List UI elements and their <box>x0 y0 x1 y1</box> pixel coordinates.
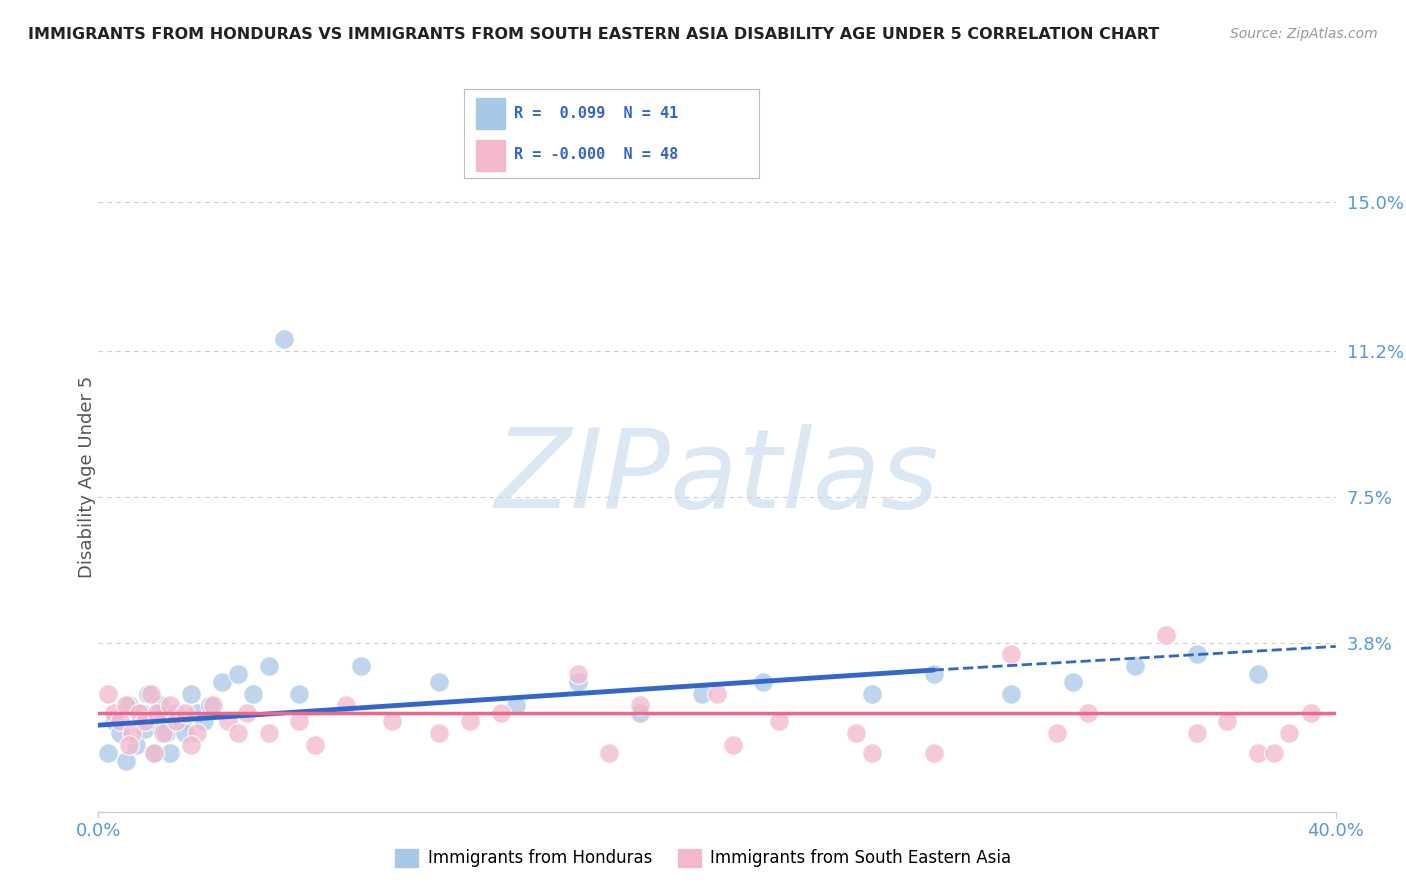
Point <box>489 706 512 721</box>
Point <box>1000 648 1022 662</box>
Point <box>458 714 481 729</box>
Point <box>628 706 651 721</box>
Point <box>165 714 187 729</box>
Point <box>186 706 208 721</box>
Text: R =  0.099  N = 41: R = 0.099 N = 41 <box>515 106 679 120</box>
Point <box>165 706 187 721</box>
Bar <box>475 140 505 171</box>
Point <box>1185 726 1208 740</box>
Point <box>257 659 280 673</box>
Point <box>1077 706 1099 721</box>
Point <box>159 698 181 713</box>
Point <box>124 738 146 752</box>
Point <box>115 754 138 768</box>
Point <box>118 738 141 752</box>
Point <box>706 687 728 701</box>
Point <box>567 674 589 689</box>
Point <box>721 738 744 752</box>
Point <box>1062 674 1084 689</box>
Point <box>149 698 172 713</box>
Point <box>335 698 357 713</box>
Point <box>752 674 775 689</box>
Point <box>257 726 280 740</box>
Point <box>922 667 945 681</box>
Point <box>180 687 202 701</box>
Point <box>628 698 651 713</box>
Point <box>139 687 162 701</box>
Point <box>1046 726 1069 740</box>
Point <box>860 687 883 701</box>
Point <box>97 746 120 760</box>
Point <box>381 714 404 729</box>
Point <box>186 726 208 740</box>
Point <box>103 714 125 729</box>
Text: R = -0.000  N = 48: R = -0.000 N = 48 <box>515 147 679 161</box>
Point <box>131 706 153 721</box>
Point <box>304 738 326 752</box>
Point <box>136 687 159 701</box>
Point <box>845 726 868 740</box>
Point <box>134 714 156 729</box>
Point <box>273 333 295 347</box>
Point <box>567 667 589 681</box>
Point <box>217 714 239 729</box>
Point <box>1299 706 1322 721</box>
Point <box>211 674 233 689</box>
Point <box>174 726 197 740</box>
Point <box>115 698 138 713</box>
Point <box>242 687 264 701</box>
Point <box>174 706 197 721</box>
Point <box>108 726 131 740</box>
Point <box>97 687 120 701</box>
Point <box>1185 648 1208 662</box>
Point <box>146 706 169 721</box>
Point <box>170 714 193 729</box>
Point <box>226 667 249 681</box>
Point <box>427 726 450 740</box>
Point <box>159 746 181 760</box>
Point <box>103 706 125 721</box>
Point <box>1154 627 1177 641</box>
Point <box>1123 659 1146 673</box>
Text: ZIPatlas: ZIPatlas <box>495 424 939 531</box>
Bar <box>475 98 505 129</box>
Point <box>598 746 620 760</box>
Point <box>226 726 249 740</box>
Point <box>155 726 177 740</box>
Point <box>134 722 156 736</box>
Point <box>143 746 166 760</box>
Point <box>922 746 945 760</box>
Point <box>180 738 202 752</box>
Point <box>1000 687 1022 701</box>
Point <box>152 726 174 740</box>
Point <box>288 714 311 729</box>
Point <box>1247 667 1270 681</box>
Point <box>193 714 215 729</box>
Point <box>1247 746 1270 760</box>
Point <box>236 706 259 721</box>
Text: IMMIGRANTS FROM HONDURAS VS IMMIGRANTS FROM SOUTH EASTERN ASIA DISABILITY AGE UN: IMMIGRANTS FROM HONDURAS VS IMMIGRANTS F… <box>28 27 1160 42</box>
Text: Source: ZipAtlas.com: Source: ZipAtlas.com <box>1230 27 1378 41</box>
Point <box>1216 714 1239 729</box>
Point <box>768 714 790 729</box>
Point <box>350 659 373 673</box>
Point <box>201 698 224 713</box>
Legend: Immigrants from Honduras, Immigrants from South Eastern Asia: Immigrants from Honduras, Immigrants fro… <box>388 841 1018 875</box>
Point <box>108 714 131 729</box>
Point <box>690 687 713 701</box>
Point <box>121 726 143 740</box>
Point <box>288 687 311 701</box>
Y-axis label: Disability Age Under 5: Disability Age Under 5 <box>79 376 96 578</box>
Point <box>1278 726 1301 740</box>
Point <box>1263 746 1285 760</box>
Point <box>118 698 141 713</box>
Point <box>860 746 883 760</box>
Point <box>505 698 527 713</box>
Point <box>146 714 169 729</box>
Point <box>427 674 450 689</box>
Point <box>143 746 166 760</box>
Point <box>128 706 150 721</box>
Point <box>198 698 221 713</box>
